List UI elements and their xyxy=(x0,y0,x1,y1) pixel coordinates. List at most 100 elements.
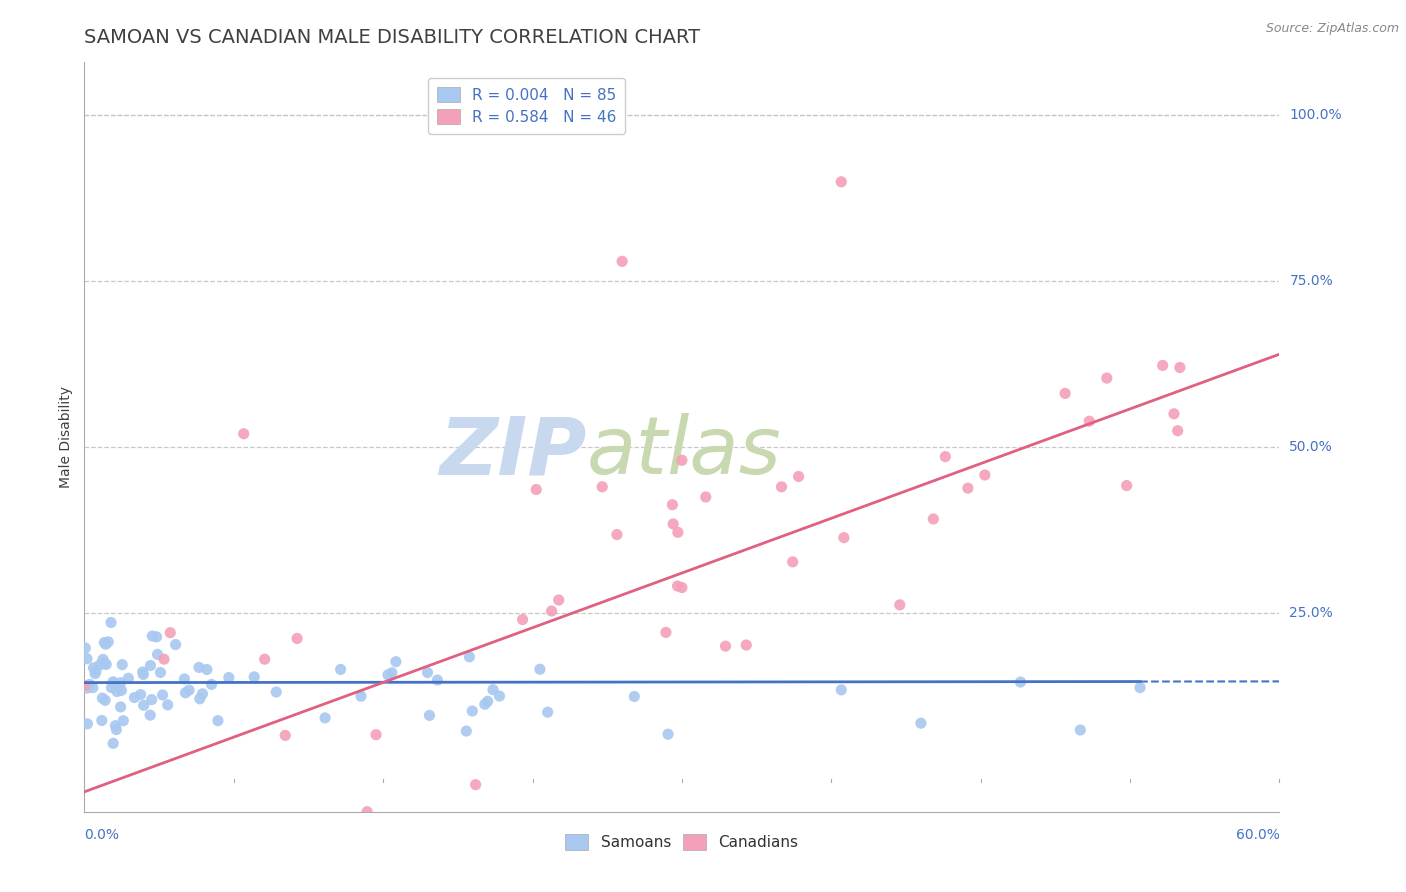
Point xyxy=(1152,359,1174,373)
Point xyxy=(188,691,211,706)
Point xyxy=(207,714,229,728)
Point xyxy=(934,450,956,464)
Point xyxy=(830,682,852,697)
Point xyxy=(141,629,163,643)
Point xyxy=(956,481,979,495)
Point xyxy=(377,668,399,682)
Point xyxy=(274,728,297,742)
Point xyxy=(104,719,127,733)
Point xyxy=(426,673,449,687)
Point xyxy=(139,708,162,723)
Point xyxy=(922,512,945,526)
Text: atlas: atlas xyxy=(586,413,782,491)
Point xyxy=(188,660,211,674)
Text: Source: ZipAtlas.com: Source: ZipAtlas.com xyxy=(1265,22,1399,36)
Point xyxy=(1129,681,1152,695)
Text: 75.0%: 75.0% xyxy=(1289,274,1333,288)
Point xyxy=(474,698,496,712)
Point xyxy=(456,724,478,739)
Point xyxy=(73,679,96,693)
Point xyxy=(132,667,155,681)
Text: 60.0%: 60.0% xyxy=(1236,829,1279,842)
Point xyxy=(381,665,404,680)
Point xyxy=(129,688,152,702)
Point xyxy=(110,675,132,690)
Point xyxy=(671,453,693,467)
Point xyxy=(1010,675,1032,690)
Text: 100.0%: 100.0% xyxy=(1289,109,1343,122)
Point xyxy=(232,426,254,441)
Point xyxy=(82,681,104,695)
Point xyxy=(100,681,122,695)
Text: SAMOAN VS CANADIAN MALE DISABILITY CORRELATION CHART: SAMOAN VS CANADIAN MALE DISABILITY CORRE… xyxy=(84,28,700,47)
Point xyxy=(94,693,117,707)
Point xyxy=(1078,414,1101,428)
Point xyxy=(666,525,689,540)
Point xyxy=(195,663,218,677)
Point xyxy=(671,581,693,595)
Point xyxy=(97,635,120,649)
Point xyxy=(91,652,114,666)
Point xyxy=(76,716,98,731)
Text: 50.0%: 50.0% xyxy=(1289,440,1333,454)
Point xyxy=(832,531,855,545)
Point xyxy=(200,677,222,691)
Point xyxy=(385,655,408,669)
Point xyxy=(110,683,132,698)
Point xyxy=(96,657,118,672)
Point xyxy=(174,686,197,700)
Point xyxy=(461,704,484,718)
Point xyxy=(606,527,628,541)
Point xyxy=(83,661,105,675)
Point xyxy=(93,656,115,670)
Point xyxy=(93,635,115,649)
Point xyxy=(482,682,505,697)
Text: 0.0%: 0.0% xyxy=(84,829,120,842)
Point xyxy=(253,652,276,666)
Point xyxy=(111,657,134,672)
Point xyxy=(264,685,287,699)
Point xyxy=(787,469,810,483)
Point xyxy=(364,728,387,742)
Point xyxy=(101,736,124,750)
Point xyxy=(657,727,679,741)
Point xyxy=(770,480,793,494)
Point xyxy=(145,630,167,644)
Point xyxy=(591,480,613,494)
Point xyxy=(179,683,201,698)
Point xyxy=(159,625,181,640)
Point xyxy=(91,691,114,706)
Point xyxy=(1115,478,1137,492)
Point xyxy=(84,666,107,681)
Point xyxy=(714,639,737,653)
Point xyxy=(612,254,634,268)
Point xyxy=(356,805,378,819)
Point xyxy=(830,175,852,189)
Point xyxy=(695,490,717,504)
Point xyxy=(173,672,195,686)
Point xyxy=(152,688,174,702)
Point xyxy=(146,648,169,662)
Point xyxy=(149,665,172,680)
Point xyxy=(666,579,689,593)
Point xyxy=(662,516,685,531)
Point xyxy=(165,638,187,652)
Point xyxy=(314,711,336,725)
Point xyxy=(910,716,932,731)
Point xyxy=(782,555,804,569)
Point xyxy=(477,694,499,708)
Point xyxy=(458,649,481,664)
Point xyxy=(84,665,107,679)
Point xyxy=(464,778,486,792)
Legend: Samoans, Canadians: Samoans, Canadians xyxy=(560,829,804,856)
Point xyxy=(418,708,440,723)
Point xyxy=(524,483,547,497)
Point xyxy=(76,651,98,665)
Point xyxy=(512,613,534,627)
Point xyxy=(156,698,179,712)
Point xyxy=(973,468,995,483)
Point xyxy=(139,658,162,673)
Point xyxy=(124,690,146,705)
Y-axis label: Male Disability: Male Disability xyxy=(59,386,73,488)
Point xyxy=(488,689,510,703)
